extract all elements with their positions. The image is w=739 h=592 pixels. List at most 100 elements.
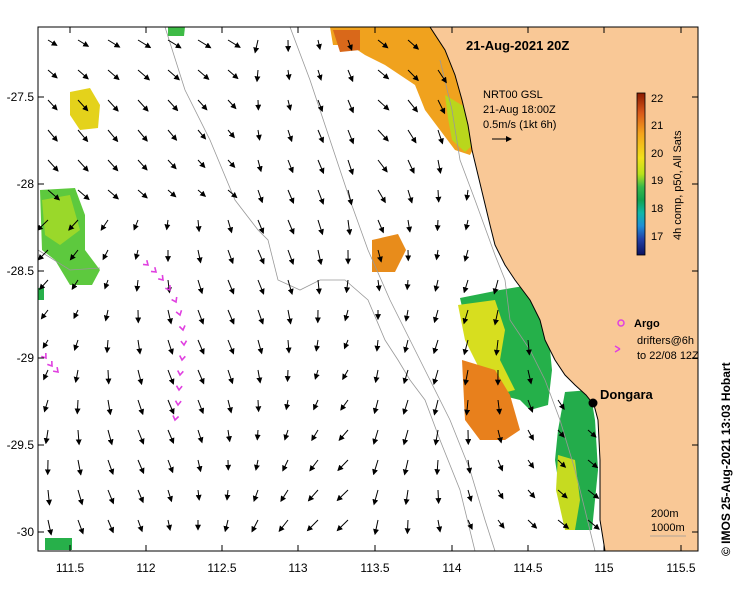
current-vector bbox=[103, 309, 110, 322]
current-vector bbox=[167, 69, 180, 81]
current-vector bbox=[167, 309, 173, 325]
current-vector bbox=[306, 519, 319, 532]
current-vector bbox=[525, 339, 532, 356]
current-vector bbox=[167, 459, 174, 474]
current-vector bbox=[587, 519, 600, 530]
current-vector bbox=[407, 69, 419, 82]
current-vector bbox=[47, 189, 61, 201]
current-vector bbox=[167, 489, 173, 503]
current-vector bbox=[40, 309, 49, 320]
current-vector bbox=[492, 279, 499, 295]
current-vector bbox=[197, 369, 205, 385]
current-vector bbox=[527, 399, 534, 413]
current-vector bbox=[77, 129, 89, 143]
current-vector bbox=[253, 39, 260, 54]
lon-tick-label: 114 bbox=[442, 561, 461, 575]
current-vector bbox=[434, 219, 441, 232]
current-vector bbox=[254, 459, 260, 471]
argo-marker-icon bbox=[617, 319, 625, 327]
current-vector bbox=[166, 519, 173, 531]
current-vectors bbox=[38, 39, 600, 536]
current-vector bbox=[106, 399, 113, 416]
current-vector bbox=[77, 189, 90, 201]
current-vector bbox=[287, 249, 295, 266]
drifter-legend-line1: drifters@6h bbox=[637, 335, 694, 347]
current-vector bbox=[403, 309, 410, 322]
current-vector bbox=[256, 369, 263, 384]
current-vector bbox=[73, 369, 80, 383]
lat-tick-label: -30 bbox=[17, 525, 35, 539]
current-vector bbox=[557, 489, 568, 499]
current-vector bbox=[227, 159, 236, 169]
current-vector bbox=[278, 519, 289, 532]
current-vector bbox=[227, 129, 235, 139]
current-vector bbox=[196, 249, 203, 264]
drifter-arrow bbox=[178, 355, 186, 362]
plot-frame bbox=[37, 26, 699, 552]
current-vector bbox=[104, 339, 111, 354]
current-vector bbox=[47, 129, 58, 142]
current-legend-line1: NRT00 GSL bbox=[483, 89, 543, 101]
current-vector bbox=[107, 429, 114, 446]
isobath-legend: 200m 1000m bbox=[650, 508, 686, 537]
drifter-marker-icon bbox=[614, 345, 621, 353]
drifter-arrow bbox=[175, 385, 183, 392]
current-vector bbox=[307, 489, 319, 502]
current-vector bbox=[435, 489, 442, 505]
current-vector bbox=[137, 69, 151, 81]
drifter-arrow bbox=[158, 274, 164, 282]
current-vector bbox=[137, 189, 148, 199]
current-vector bbox=[462, 309, 469, 325]
current-vector bbox=[137, 489, 144, 504]
current-vector bbox=[75, 429, 82, 446]
current-vector bbox=[77, 99, 89, 112]
current-vector bbox=[404, 279, 411, 291]
current-vector bbox=[434, 249, 441, 261]
current-vector bbox=[377, 99, 390, 111]
current-vector bbox=[77, 39, 90, 47]
current-vector bbox=[77, 519, 85, 535]
current-vector bbox=[317, 249, 323, 266]
current-vector bbox=[197, 129, 207, 140]
current-vector bbox=[587, 489, 600, 499]
current-vector bbox=[493, 339, 500, 356]
current-vector bbox=[167, 39, 182, 49]
place-label: Dongara bbox=[600, 387, 654, 402]
current-vector bbox=[407, 189, 414, 204]
current-vector bbox=[377, 219, 385, 234]
current-vector bbox=[77, 159, 89, 172]
current-vector bbox=[375, 279, 382, 292]
current-vector bbox=[43, 369, 49, 381]
current-vector bbox=[497, 429, 503, 444]
current-vector bbox=[315, 39, 322, 51]
current-vector bbox=[74, 399, 81, 415]
sst-patch-top-green bbox=[168, 27, 185, 36]
current-vector bbox=[134, 249, 140, 260]
current-vector bbox=[227, 309, 235, 325]
current-vector bbox=[167, 159, 177, 170]
current-vector bbox=[344, 279, 351, 294]
current-vector bbox=[227, 69, 239, 80]
lon-tick-label: 111.5 bbox=[56, 561, 85, 575]
current-vector bbox=[372, 429, 379, 445]
current-vector bbox=[39, 279, 49, 291]
current-vector bbox=[432, 309, 439, 324]
current-vector bbox=[407, 39, 420, 50]
current-vector bbox=[343, 339, 350, 350]
isobath-1000m-b bbox=[289, 27, 496, 551]
current-vector bbox=[43, 429, 50, 445]
current-vector bbox=[497, 489, 504, 500]
current-vector bbox=[137, 399, 145, 416]
current-vector bbox=[227, 399, 233, 414]
colorbar-tick: 18 bbox=[651, 203, 663, 215]
current-vector bbox=[76, 459, 83, 476]
current-vector bbox=[107, 159, 119, 172]
current-vector bbox=[47, 39, 58, 46]
current-vector bbox=[317, 129, 325, 144]
current-vector bbox=[435, 189, 442, 203]
land-mass bbox=[429, 27, 698, 551]
current-vector bbox=[42, 339, 49, 349]
sst-patch-south-small bbox=[45, 538, 72, 550]
current-vector bbox=[497, 459, 504, 472]
